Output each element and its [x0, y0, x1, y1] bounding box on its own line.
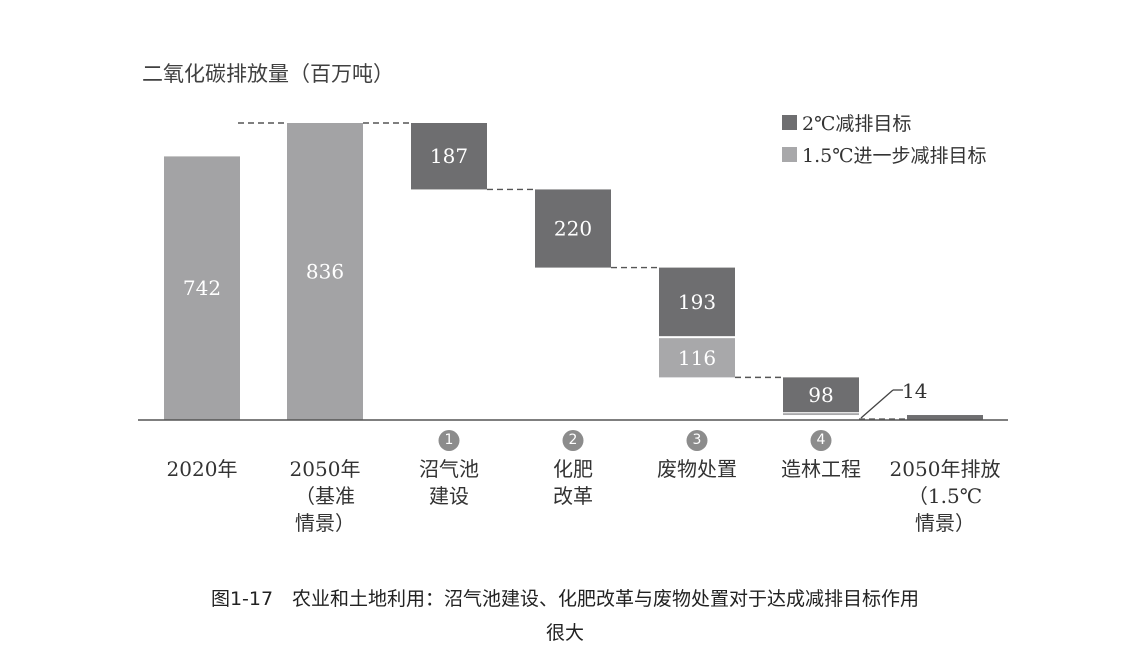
category-label-line: 2050年 — [289, 457, 361, 481]
step-bar-dark-2 — [411, 123, 487, 190]
category-label-6: 2050年排放 （1.5℃ 情景） — [890, 456, 1001, 537]
category-label-line: 建设 — [429, 484, 469, 508]
category-label-line: （1.5℃ — [907, 484, 983, 508]
category-label-4: 废物处置 — [657, 456, 737, 483]
legend-label-2c: 2℃减排目标 — [802, 112, 912, 135]
total-bar-label-0: 742 — [183, 276, 221, 300]
category-label-line: 改革 — [553, 484, 593, 508]
category-label-line: 化肥 — [553, 457, 593, 481]
category-badge-5: 4 — [810, 430, 832, 451]
legend: 2℃减排目标 1.5℃进一步减排目标 — [782, 106, 986, 170]
category-badge-4: 3 — [686, 430, 708, 451]
step-bar-label-light-4: 116 — [678, 346, 716, 370]
total-bar-label-1: 836 — [306, 260, 344, 284]
category-label-3: 化肥 改革 — [553, 456, 593, 510]
figure-caption: 图1-17 农业和土地利用：沼气池建设、化肥改革与废物处置对于达成减排目标作用 — [210, 588, 920, 610]
category-label-2: 沼气池 建设 — [419, 456, 479, 510]
legend-swatch-1-5c — [782, 146, 797, 162]
category-label-line: 2050年排放 — [889, 457, 1001, 481]
legend-item-2c: 2℃减排目标 — [782, 106, 986, 138]
category-label-line: 沼气池 — [419, 457, 479, 481]
category-label-0: 2020年 — [167, 456, 238, 483]
legend-swatch-2c — [782, 114, 797, 130]
category-badge-2: 1 — [438, 430, 460, 451]
step-bar-label-dark-2: 187 — [430, 144, 468, 168]
category-label-5: 造林工程 — [781, 456, 861, 483]
waterfall-chart: 742 836 187 220 193 116 98 14 — [138, 122, 1008, 421]
final-value-label: 14 — [902, 379, 927, 403]
legend-item-1-5c: 1.5℃进一步减排目标 — [782, 138, 986, 170]
final-callout-line — [860, 389, 894, 419]
category-label-line: 情景） — [915, 511, 975, 535]
step-bar-label-dark-5: 98 — [808, 383, 833, 407]
y-axis-label: 二氧化碳排放量（百万吨） — [142, 62, 394, 86]
legend-label-1-5c: 1.5℃进一步减排目标 — [802, 144, 987, 167]
final-bar — [907, 415, 983, 420]
step-bar-light-4 — [659, 338, 735, 378]
category-label-line: 情景） — [295, 511, 355, 535]
step-bar-dark-4 — [659, 267, 735, 337]
total-bar-1 — [287, 123, 363, 420]
category-label-1: 2050年 （基准情景） — [290, 456, 361, 537]
category-label-line: 2020年 — [166, 457, 238, 481]
step-bar-dark-5 — [783, 377, 859, 413]
step-bar-dark-3 — [535, 189, 611, 268]
total-bar-0 — [164, 156, 240, 421]
step-bar-label-dark-4: 193 — [678, 290, 716, 314]
step-bar-label-dark-3: 220 — [554, 217, 592, 241]
category-badge-3: 2 — [562, 430, 584, 451]
category-label-line: （基准 — [295, 484, 355, 508]
category-label-line: 废物处置 — [657, 457, 737, 481]
step-bar-light-5 — [783, 413, 859, 416]
category-label-line: 造林工程 — [781, 457, 861, 481]
figure-caption-continued: 很大 — [545, 622, 584, 644]
